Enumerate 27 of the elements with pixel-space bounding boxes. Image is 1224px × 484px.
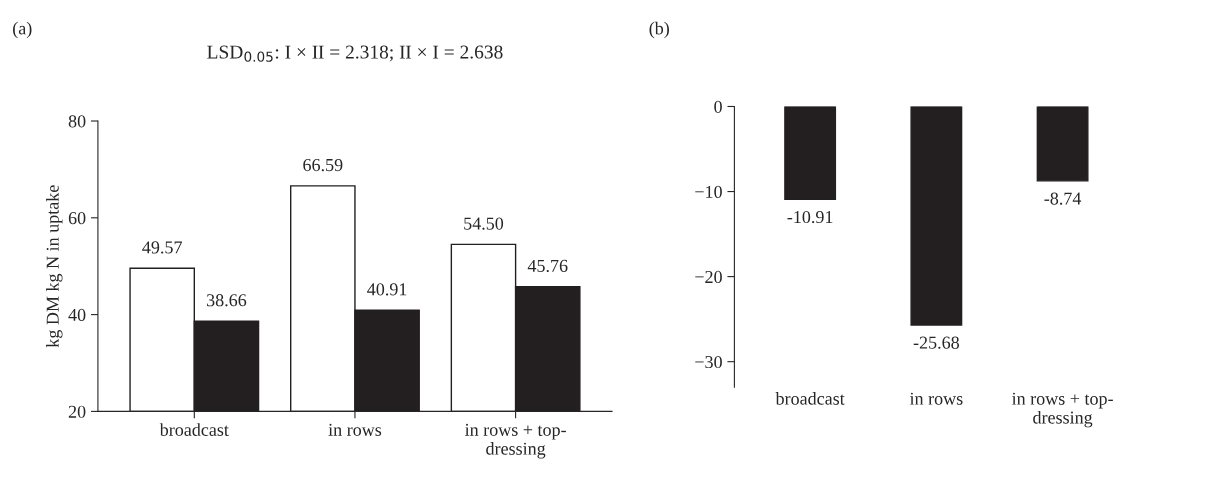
y-tick-label: −20 (695, 270, 722, 284)
x-tick-label: in rows (909, 392, 963, 405)
text: -8.74 (1044, 192, 1082, 205)
y-tick-label: 0 (714, 100, 722, 113)
text: 66.59 (303, 158, 343, 172)
text: 40.91 (367, 283, 407, 296)
y-tick-label: 60 (68, 212, 86, 225)
text: 38.66 (206, 294, 247, 307)
x-tick-label: in rows (328, 423, 382, 436)
x-tick-label: broadcast (159, 423, 229, 436)
text: -25.68 (913, 336, 959, 349)
y-tick-label: −10 (695, 185, 722, 198)
text: -10.91 (787, 210, 833, 224)
x-tick-label: broadcast (775, 392, 845, 405)
y-tick-label: 80 (68, 115, 86, 128)
x-tick-label: in rows + top- dressing (465, 423, 566, 459)
text: 54.50 (464, 217, 504, 230)
y-tick-label: −30 (695, 355, 722, 369)
text: 45.76 (527, 259, 568, 273)
y-axis-title: kg DM kg N in uptake (46, 185, 63, 348)
chart-subtitle: LSD$_{0.05}$: I × II = 2.318; II × I = 2.638 (207, 45, 503, 62)
y-tick-label: 40 (68, 308, 86, 322)
x-tick-label: in rows + top- dressing (1011, 392, 1113, 428)
chart-title: (b) (649, 21, 669, 39)
y-tick-label: 20 (68, 405, 86, 418)
text: 49.57 (142, 241, 182, 254)
chart-title: (a) (13, 21, 32, 39)
